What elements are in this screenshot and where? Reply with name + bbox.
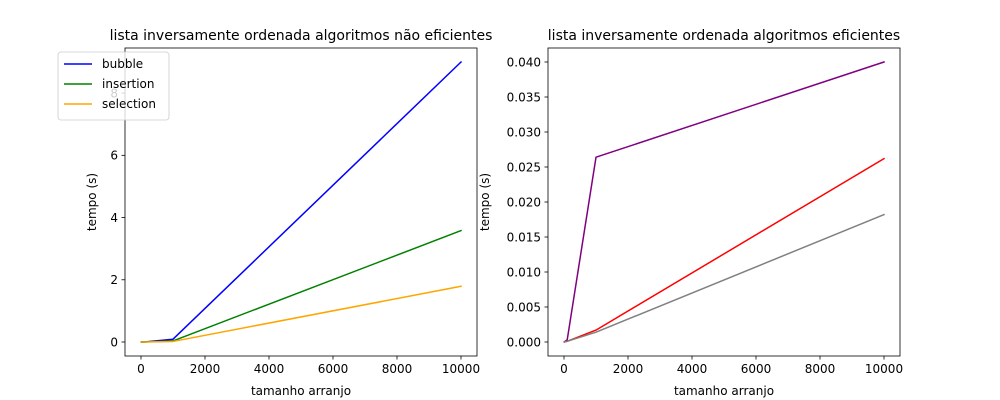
chart-2-series-line-3 [563, 213, 885, 343]
chart-1-legend-label-1: bubble [102, 57, 143, 71]
chart-1-x-tick-label: 8000 [382, 362, 413, 376]
chart-1-x-tick-label: 0 [137, 362, 145, 376]
chart-1-series-line-3 [140, 285, 462, 343]
chart-2-y-tick-label: 0.035 [507, 90, 541, 104]
chart-1-y-tick-label: 6 [110, 149, 118, 163]
chart-2-y-tick-label: 0.025 [507, 160, 541, 174]
chart-2-x-tick-label: 0 [560, 362, 568, 376]
chart-2-x-tick-label: 10000 [865, 362, 903, 376]
chart-1-y-tick-label: 0 [110, 335, 118, 349]
chart-2-series-line-1 [563, 61, 885, 343]
chart-1-axes-frame [124, 47, 478, 357]
chart-2-y-tick-label: 0.000 [507, 335, 541, 349]
chart-1-x-tick-label: 6000 [318, 362, 349, 376]
chart-1-legend: bubble insertion selection [57, 51, 170, 121]
chart-2-x-tick-label: 4000 [677, 362, 708, 376]
chart-1-y-axis-label: tempo (s) [85, 173, 99, 231]
chart-2-y-tick-label: 0.040 [507, 55, 541, 69]
chart-2-y-tick-label: 0.005 [507, 300, 541, 314]
chart-2-series-line-2 [563, 157, 886, 343]
chart-2-panel: 0 2000 4000 6000 8000 10000 0.000 0.005 0.010 0.0… [478, 28, 903, 398]
chart-1-x-tick-label: 10000 [442, 362, 480, 376]
chart-2-y-tick-label: 0.015 [507, 230, 541, 244]
chart-1-y-tick-label: 4 [110, 211, 118, 225]
chart-1-series-line-1 [140, 60, 463, 343]
chart-1-series-line-2 [140, 229, 462, 343]
chart-2-x-axis-label: tamanho arranjo [674, 384, 774, 398]
chart-2-y-tick-label: 0.010 [507, 265, 541, 279]
chart-2-title: lista inversamente ordenada algoritmos e… [548, 28, 900, 44]
chart-2-y-axis-label: tempo (s) [478, 173, 492, 231]
chart-1-legend-box [57, 51, 170, 121]
chart-1-title: lista inversamente ordenada algoritmos n… [110, 28, 493, 44]
chart-2-x-tick-label: 6000 [741, 362, 772, 376]
chart-2-y-tick-label: 0.030 [507, 125, 541, 139]
chart-1-panel: 020004000600080001000002468lista inversa… [57, 28, 493, 398]
chart-1-y-tick-label: 2 [110, 273, 118, 287]
chart-1-legend-label-2: insertion [102, 77, 155, 91]
chart-1-x-axis-label: tamanho arranjo [251, 384, 351, 398]
chart-1-x-tick-label: 4000 [254, 362, 285, 376]
chart-2-y-tick-label: 0.020 [507, 195, 541, 209]
chart-2-x-tick-label: 2000 [613, 362, 644, 376]
chart-1-legend-label-3: selection [102, 97, 156, 111]
chart-2-x-tick-label: 8000 [805, 362, 836, 376]
chart-1-x-tick-label: 2000 [190, 362, 221, 376]
chart-2-axes-frame [547, 47, 901, 357]
